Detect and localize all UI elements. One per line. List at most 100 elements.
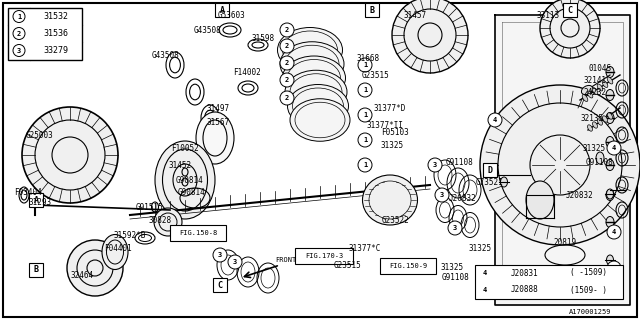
Text: 2: 2	[17, 30, 21, 36]
Ellipse shape	[607, 189, 614, 199]
Bar	[215, 3, 229, 17]
Text: 33113: 33113	[536, 11, 559, 20]
Text: 32464: 32464	[70, 270, 93, 279]
Ellipse shape	[362, 175, 417, 225]
Text: FIG.150-9: FIG.150-9	[389, 263, 427, 269]
Circle shape	[358, 58, 372, 72]
Text: G91108: G91108	[441, 274, 469, 283]
Circle shape	[280, 73, 294, 87]
Circle shape	[13, 44, 25, 57]
Ellipse shape	[606, 189, 614, 201]
Text: 2: 2	[285, 77, 289, 83]
Text: 31532: 31532	[44, 12, 68, 21]
Text: G25003: G25003	[26, 131, 54, 140]
Text: 2: 2	[285, 43, 289, 49]
Text: 31325: 31325	[440, 263, 463, 273]
Text: 4: 4	[612, 265, 616, 271]
Text: 30828: 30828	[148, 215, 172, 225]
Ellipse shape	[526, 181, 554, 219]
Text: D: D	[488, 165, 493, 174]
Text: 32141: 32141	[584, 76, 607, 84]
Text: 2: 2	[285, 27, 289, 33]
Text: 1: 1	[363, 112, 367, 118]
Bar	[213, 278, 227, 292]
Ellipse shape	[607, 77, 613, 84]
Ellipse shape	[290, 99, 350, 141]
Text: 2: 2	[285, 60, 289, 66]
Text: B: B	[33, 266, 38, 275]
Ellipse shape	[500, 177, 508, 187]
Text: G91108: G91108	[586, 157, 614, 166]
Ellipse shape	[592, 88, 598, 94]
Text: G43508: G43508	[194, 26, 222, 35]
Text: 31325: 31325	[380, 140, 404, 149]
Bar	[29, 193, 43, 207]
Text: 20819: 20819	[554, 237, 577, 246]
Ellipse shape	[607, 255, 614, 265]
Text: 33279: 33279	[44, 46, 68, 55]
Text: 1: 1	[363, 162, 367, 168]
Text: 31377*D: 31377*D	[374, 103, 406, 113]
Text: 3: 3	[17, 47, 21, 53]
Circle shape	[22, 107, 118, 203]
Circle shape	[435, 188, 449, 202]
Ellipse shape	[606, 217, 614, 228]
Circle shape	[280, 56, 294, 70]
Text: 31598: 31598	[252, 34, 275, 43]
Bar	[295, 248, 353, 264]
Circle shape	[428, 158, 442, 172]
Text: J20831: J20831	[511, 268, 539, 277]
Text: G53603: G53603	[217, 11, 245, 20]
Text: G43508: G43508	[151, 51, 179, 60]
Circle shape	[607, 261, 621, 275]
Circle shape	[280, 39, 294, 53]
Ellipse shape	[278, 28, 342, 73]
Ellipse shape	[597, 84, 603, 91]
Text: A170001259: A170001259	[569, 309, 611, 315]
Text: G23522: G23522	[381, 215, 409, 225]
Text: 31293: 31293	[28, 197, 52, 206]
Text: 31592*B: 31592*B	[114, 230, 146, 239]
Text: 31457: 31457	[403, 11, 427, 20]
Text: F04401: F04401	[104, 244, 132, 252]
Bar	[483, 163, 497, 177]
Circle shape	[154, 208, 182, 236]
Bar	[380, 258, 436, 274]
Text: 1: 1	[17, 13, 21, 20]
Text: 31567: 31567	[207, 117, 230, 126]
Text: ( -1509): ( -1509)	[570, 268, 607, 277]
Text: 3: 3	[453, 225, 457, 231]
Ellipse shape	[285, 70, 347, 114]
Text: B: B	[369, 5, 374, 14]
Text: 24232: 24232	[584, 87, 607, 97]
Circle shape	[392, 0, 468, 73]
Circle shape	[480, 85, 640, 245]
Circle shape	[213, 248, 227, 262]
Text: 3: 3	[233, 259, 237, 265]
Text: 1: 1	[363, 137, 367, 143]
Circle shape	[280, 91, 294, 105]
Ellipse shape	[606, 113, 614, 124]
Ellipse shape	[607, 113, 612, 119]
Text: 31325: 31325	[582, 143, 605, 153]
Text: G90814: G90814	[178, 188, 206, 196]
Circle shape	[448, 221, 462, 235]
Ellipse shape	[606, 90, 614, 100]
Text: J20832: J20832	[449, 194, 477, 203]
Text: A: A	[33, 196, 38, 204]
Text: F10052: F10052	[171, 143, 199, 153]
Circle shape	[228, 255, 242, 269]
Text: 3: 3	[433, 162, 437, 168]
Circle shape	[13, 11, 25, 22]
Text: C: C	[218, 281, 223, 290]
Text: 31668: 31668	[356, 53, 380, 62]
Circle shape	[358, 158, 372, 172]
Text: 3: 3	[218, 252, 222, 258]
Bar	[365, 3, 379, 17]
Text: 4: 4	[483, 287, 487, 293]
Circle shape	[358, 133, 372, 147]
Bar	[563, 3, 577, 17]
Ellipse shape	[287, 84, 349, 127]
Ellipse shape	[593, 122, 598, 128]
Text: 31377*C: 31377*C	[349, 244, 381, 252]
